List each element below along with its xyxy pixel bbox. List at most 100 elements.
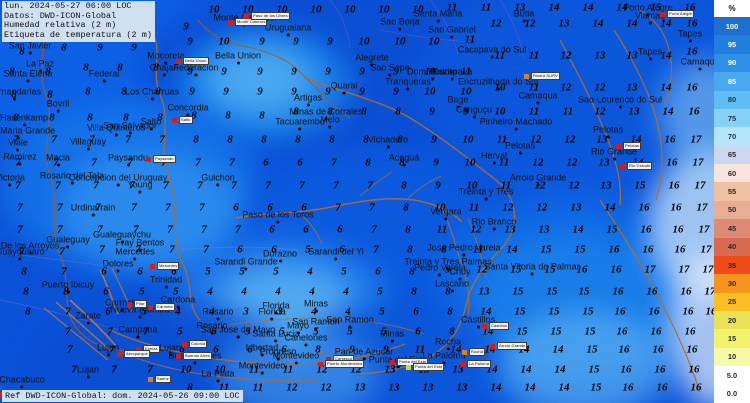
weather-station-marker[interactable]: Castillos: [482, 322, 510, 330]
temperature-label: 7: [125, 133, 131, 146]
city-label: Vergara: [430, 207, 462, 221]
city-label: Quarai: [330, 80, 358, 95]
temperature-label: 7: [61, 265, 67, 278]
city-name: Quarai: [330, 80, 358, 91]
temperature-label: 11: [460, 65, 472, 78]
temperature-label: 14: [450, 343, 462, 356]
temperature-label: 7: [71, 363, 77, 376]
city-label: Camaqua: [680, 57, 714, 71]
weather-map-canvas[interactable]: 8 8 9 9 9 9 10 10 10 10 10 10 10 11 11 13 14 14 14 15 16 8 8 9 9…: [0, 0, 714, 403]
temperature-label: 16: [688, 105, 700, 118]
city-name: Young: [127, 179, 153, 190]
temperature-label: 16: [654, 363, 666, 376]
city-dot-icon: [16, 136, 20, 140]
temperature-label: 8: [61, 41, 67, 54]
weather-station-marker[interactable]: Salto: [172, 116, 193, 124]
weather-station-marker[interactable]: Paso de los Libres: [244, 12, 290, 20]
temperature-label: 13: [354, 381, 366, 394]
weather-station-marker[interactable]: Rio Grande: [620, 162, 653, 170]
city-label: Libertad: [246, 343, 278, 357]
city-name: Guichon: [201, 172, 235, 183]
city-label: Bella Union: [215, 51, 261, 65]
city-label: Arroio Grande: [509, 172, 567, 187]
temperature-label: 13: [600, 179, 612, 192]
temperature-label: 14: [524, 381, 536, 394]
weather-station-marker[interactable]: Puerto Montevideo: [318, 360, 365, 368]
city-dot-icon: [698, 67, 702, 71]
city-name: Concepcion del Uruguay: [68, 172, 168, 183]
temperature-label: 15: [548, 305, 560, 318]
weather-station-marker[interactable]: Bella Union: [176, 57, 209, 65]
weather-station-marker[interactable]: Porto Alegre: [660, 10, 695, 18]
weather-station-marker[interactable]: Punta del Este: [390, 358, 429, 366]
city-label: Mocoreta: [147, 51, 185, 65]
weather-station-marker[interactable]: Buenos Aires: [176, 352, 212, 360]
colorbar-tick: 20: [714, 311, 750, 330]
temperature-label: 12: [490, 17, 502, 30]
city-label: Herval: [481, 151, 507, 165]
city-label: Aceguá: [389, 153, 419, 167]
temperature-label: 9: [131, 41, 137, 54]
city-name: Treinta y Tres: [458, 186, 514, 197]
city-label: Campana: [118, 325, 158, 339]
weather-station-marker[interactable]: Paysandu: [146, 155, 176, 163]
city-dot-icon: [20, 385, 24, 389]
temperature-label: 14: [626, 17, 638, 30]
station-label: Arroio Grande: [497, 342, 528, 350]
city-name: Villaguay: [69, 136, 107, 147]
city-dot-icon: [294, 361, 298, 365]
temperature-label: 12: [350, 363, 362, 376]
city-label: Dolores: [102, 259, 134, 273]
city-label: Ramirez: [3, 152, 37, 166]
station-square-icon: [127, 301, 132, 307]
weather-station-marker[interactable]: Arroio Grande: [490, 342, 528, 350]
humidity-field-patch: [205, 45, 315, 115]
weather-station-marker[interactable]: Mercedes: [150, 262, 180, 270]
temperature-label: 15: [586, 343, 598, 356]
city-name: Villa Maria Grande: [0, 125, 56, 136]
weather-station-marker[interactable]: Rivera SURV: [524, 72, 560, 80]
city-dot-icon: [193, 361, 197, 365]
temperature-label: 15: [588, 363, 600, 376]
weather-station-marker[interactable]: Pilar: [127, 300, 147, 308]
weather-station-marker[interactable]: Punta del Este: [406, 363, 445, 371]
city-dot-icon: [518, 151, 522, 155]
weather-station-marker[interactable]: Ezeiza: [136, 345, 160, 353]
city-label: Rosario: [196, 321, 228, 335]
temperature-label: 8: [401, 179, 407, 192]
station-label: Rivera SURV: [531, 72, 560, 80]
temperature-label: 10: [494, 81, 506, 94]
temperature-label: 12: [524, 17, 536, 30]
temperature-label: 16: [686, 45, 698, 58]
weather-station-marker[interactable]: La Paloma: [460, 360, 492, 368]
city-dot-icon: [114, 133, 118, 137]
temperature-label: 8: [25, 305, 31, 318]
humidity-colorbar[interactable]: % 100 95 90 85 80 75 70 65 60 55 50 45 40 35 30 25 20 15 1…: [714, 0, 750, 403]
temperature-label: 8: [329, 133, 335, 146]
temperature-label: 7: [229, 156, 235, 169]
city-label: Canelones: [284, 333, 328, 347]
temperature-label: 6: [103, 285, 109, 298]
city-name: Jose Pedro Varela: [427, 242, 501, 253]
city-dot-icon: [149, 127, 153, 131]
temperature-label: 7: [235, 223, 241, 236]
city-name: Pedro Varela: [414, 262, 466, 273]
weather-station-marker[interactable]: Colonia: [182, 340, 208, 348]
weather-station-marker[interactable]: Carmelo: [148, 303, 175, 311]
temperature-label: 11: [464, 33, 476, 46]
city-name: Macia: [45, 152, 71, 163]
city-name: Mercedes: [115, 246, 155, 257]
weather-station-marker[interactable]: Aeroparque: [117, 350, 150, 358]
weather-station-marker[interactable]: Pelotas: [616, 142, 642, 150]
city-dot-icon: [444, 217, 448, 221]
weather-station-marker[interactable]: Saenz: [148, 375, 171, 383]
weather-station-marker[interactable]: Rocha: [462, 348, 486, 356]
temperature-label: 14: [616, 1, 628, 14]
city-dot-icon: [314, 327, 318, 331]
city-name: Arroio Grande: [509, 172, 567, 183]
city-name: Florida: [258, 306, 286, 317]
station-label: Rocha: [469, 348, 486, 356]
temperature-label: 15: [590, 381, 602, 394]
city-name: Bage: [447, 94, 469, 105]
temperature-label: 16: [686, 343, 698, 356]
